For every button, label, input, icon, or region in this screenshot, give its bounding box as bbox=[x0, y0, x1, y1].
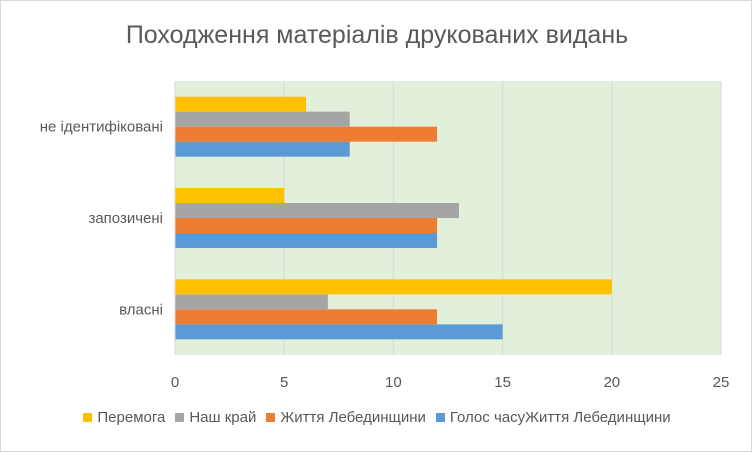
bar-0-2 bbox=[175, 141, 350, 157]
chart-title: Походження матеріалів друкованих видань bbox=[125, 21, 629, 49]
x-tick-label: 20 bbox=[603, 374, 620, 391]
bar-2-0 bbox=[175, 294, 328, 310]
category-label: власні bbox=[119, 301, 163, 318]
bar-1-1 bbox=[175, 218, 438, 233]
bar-2-1 bbox=[175, 203, 459, 218]
legend-swatch bbox=[435, 413, 445, 422]
legend-label: Наш край bbox=[189, 409, 257, 426]
bar-0-0 bbox=[175, 324, 503, 340]
x-tick-label: 15 bbox=[494, 374, 511, 391]
legend-swatch bbox=[266, 413, 276, 422]
bar-0-1 bbox=[175, 233, 438, 248]
bar-2-2 bbox=[175, 111, 350, 127]
x-tick-label: 25 bbox=[713, 374, 730, 391]
legend-swatch bbox=[175, 413, 185, 422]
x-tick-label: 0 bbox=[171, 374, 179, 391]
x-tick-label: 10 bbox=[385, 374, 402, 391]
bar-3-1 bbox=[175, 188, 285, 203]
category-label: запозичені bbox=[88, 210, 163, 227]
chart-legend: Перемога Наш край Життя Лебединщини Голос ч… bbox=[1, 409, 752, 426]
legend-item: Наш край bbox=[175, 409, 256, 426]
legend-label: Перемога bbox=[97, 409, 166, 426]
legend-item: Життя Лебединщини bbox=[266, 409, 426, 426]
bar-1-2 bbox=[175, 126, 438, 142]
bar-3-0 bbox=[175, 279, 612, 295]
legend-item: Голос часуЖиття Лебединщини bbox=[435, 409, 671, 426]
legend-label: Голос часуЖиття Лебединщини bbox=[449, 409, 671, 426]
bar-1-0 bbox=[175, 309, 438, 325]
category-label: не ідентифіковані bbox=[40, 119, 163, 136]
legend-item: Перемога bbox=[83, 409, 165, 426]
legend-label: Життя Лебединщини bbox=[280, 409, 426, 426]
x-tick-label: 5 bbox=[280, 374, 288, 391]
legend-swatch bbox=[83, 413, 93, 422]
bar-3-2 bbox=[175, 96, 307, 112]
